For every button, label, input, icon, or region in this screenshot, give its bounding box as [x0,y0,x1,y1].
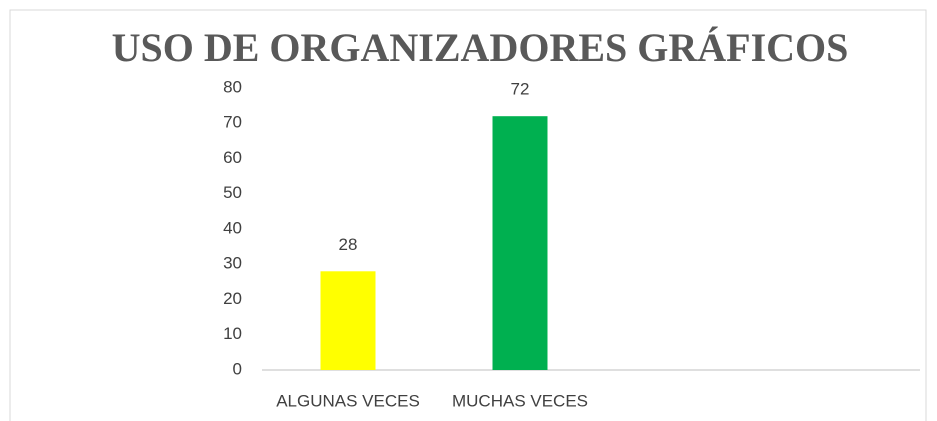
y-tick-label: 50 [223,183,242,202]
y-tick-label: 20 [223,289,242,308]
y-tick-label: 60 [223,148,242,167]
y-tick-label: 80 [223,77,242,96]
chart-frame [9,9,927,421]
bar [320,271,376,370]
chart-title: USO DE ORGANIZADORES GRÁFICOS [112,25,849,70]
y-tick-label: 0 [233,359,242,378]
data-label: 72 [511,80,530,99]
x-tick-label: ALGUNAS VECES [276,391,420,410]
bar [492,116,548,370]
y-tick-label: 10 [223,324,242,343]
y-tick-label: 70 [223,113,242,132]
y-tick-label: 30 [223,254,242,273]
y-tick-label: 40 [223,218,242,237]
data-label: 28 [339,235,358,254]
x-tick-label: MUCHAS VECES [452,391,588,410]
